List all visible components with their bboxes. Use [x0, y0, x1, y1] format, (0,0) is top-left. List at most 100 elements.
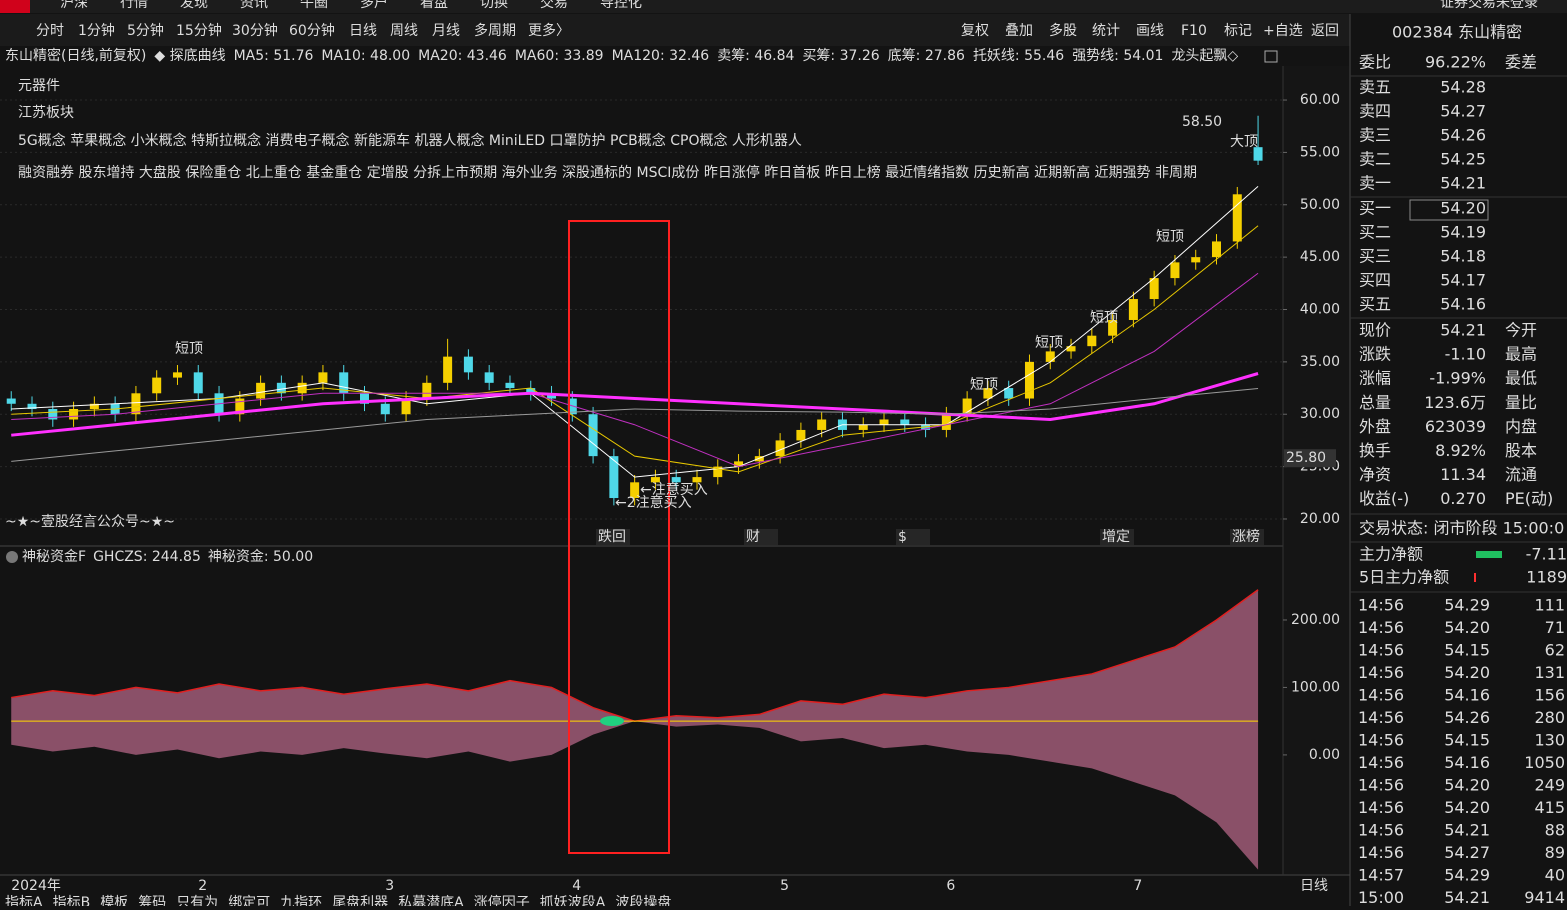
tick-row: 54.29 [1444, 866, 1490, 885]
indicator-tab[interactable]: 波段操盘 [615, 894, 671, 910]
indicator-tab[interactable]: 尾盘利器 [332, 894, 388, 910]
tick-row: 14:56 [1358, 686, 1404, 705]
tool-button[interactable]: 复权 [961, 22, 989, 39]
candle-body [256, 382, 266, 399]
annotation: 短顶 [1035, 335, 1063, 351]
tool-button[interactable]: 多股 [1049, 22, 1077, 39]
candle-body [422, 382, 432, 399]
candle-body [858, 424, 868, 430]
candle-body [941, 414, 951, 430]
bid-row: 买二 [1359, 223, 1391, 242]
candle-body [297, 382, 307, 394]
indicator-value: 托妖线: 55.46 [973, 48, 1064, 64]
ask-row: 54.25 [1440, 150, 1486, 169]
indicator-tab[interactable]: 九指环 [280, 895, 322, 910]
stat-row: 换手 [1359, 441, 1391, 460]
period-tab[interactable]: 30分钟 [232, 22, 278, 39]
indicator-tab[interactable]: 筹码 [138, 894, 166, 910]
tick-row: 14:56 [1358, 618, 1404, 637]
tick-row: 130 [1534, 731, 1565, 750]
tool-button[interactable]: +自选 [1263, 23, 1303, 39]
indicator-tab[interactable]: 绑定可 [228, 895, 270, 910]
candle-body [1066, 346, 1076, 352]
indicator-tab[interactable]: 模板 [100, 895, 128, 910]
candle-body [983, 388, 993, 399]
event-label[interactable]: 涨榜 [1232, 528, 1260, 545]
period-tab[interactable]: 1分钟 [78, 22, 115, 39]
y-tick-label: 30.00 [1300, 406, 1340, 422]
window-icon[interactable] [1264, 50, 1278, 63]
bid-row: 买三 [1359, 247, 1391, 266]
menu-item[interactable]: 导控化 [600, 0, 642, 11]
stat-row: 涨幅 [1359, 369, 1391, 388]
tool-button[interactable]: 标记 [1224, 23, 1252, 39]
indicator-tab[interactable]: 指标B [53, 895, 91, 910]
indicator-tab[interactable]: 涨停因子 [474, 894, 530, 910]
ask-row: 卖四 [1359, 102, 1391, 121]
ask-row: 卖三 [1359, 126, 1391, 145]
menu-item[interactable]: 牛圈 [300, 0, 328, 11]
indicator-value: MA60: 33.89 [515, 48, 604, 64]
stat-row: 123.6万 [1424, 393, 1486, 412]
fund-flow: 1189 [1526, 568, 1567, 587]
tool-button[interactable]: F10 [1181, 23, 1207, 39]
event-label[interactable]: 跌回 [598, 529, 626, 545]
period-tab[interactable]: 日线 [349, 23, 377, 39]
x-tick-label: 5 [780, 878, 789, 894]
indicator-value: 卖筹: 46.84 [717, 47, 794, 64]
trade-status: 交易状态: 闭市阶段 15:00:0 [1359, 519, 1564, 538]
ask-row: 卖二 [1359, 150, 1391, 169]
event-label[interactable]: $ [898, 529, 907, 545]
menu-item[interactable]: 资讯 [240, 0, 268, 11]
y-tick-label: 20.00 [1300, 511, 1340, 527]
menu-item[interactable]: 交易 [540, 0, 568, 11]
menu-item[interactable]: 行情 [120, 0, 148, 11]
menu-item[interactable]: 看盘 [420, 0, 448, 11]
menu-item[interactable]: 发现 [180, 0, 208, 11]
tick-row: 54.16 [1444, 753, 1490, 772]
period-tab[interactable]: 60分钟 [289, 22, 335, 39]
sub-indicator-value: 神秘资金F [22, 549, 86, 565]
x-tick-label: 4 [572, 878, 581, 894]
tick-row: 54.21 [1444, 821, 1490, 840]
menu-item[interactable]: 切换 [480, 0, 508, 11]
period-tab[interactable]: 分时 [36, 23, 64, 39]
event-label[interactable]: 增定 [1102, 529, 1130, 545]
tool-button[interactable]: 返回 [1311, 23, 1339, 39]
indicator-tab[interactable]: 抓妖波段A [540, 895, 606, 910]
period-tab[interactable]: 周线 [390, 23, 418, 39]
indicator-tab[interactable]: 只有为 [176, 895, 218, 910]
tick-row: 54.27 [1444, 843, 1490, 862]
tool-button[interactable]: 叠加 [1005, 23, 1033, 39]
x-tick-label: 6 [946, 878, 955, 894]
menu-item[interactable]: 沪深 [60, 0, 88, 11]
tool-button[interactable]: 画线 [1136, 23, 1164, 39]
stat-row: 现价 [1359, 321, 1391, 340]
candle-body [796, 429, 806, 441]
period-tab[interactable]: 更多〉 [528, 22, 570, 39]
tool-button[interactable]: 统计 [1092, 23, 1120, 39]
collapse-icon[interactable] [6, 551, 18, 563]
annotation: ←2注意买入 [615, 494, 692, 511]
period-label: 日线 [1300, 878, 1328, 894]
tick-row: 14:56 [1358, 708, 1404, 727]
bid-row: 买五 [1359, 295, 1391, 314]
candle-body [401, 398, 411, 415]
period-tab[interactable]: 15分钟 [176, 22, 222, 39]
candle-body [879, 419, 889, 425]
event-label[interactable]: 财 [746, 529, 760, 545]
ask-row: 54.26 [1440, 126, 1486, 145]
y-tick-label: 40.00 [1300, 302, 1340, 318]
candle-body [650, 477, 660, 483]
menu-item[interactable]: 多户 [360, 0, 388, 11]
period-tab[interactable]: 月线 [432, 23, 460, 39]
tick-row: 14:56 [1358, 731, 1404, 750]
indicator-value: 龙头起飘◇ [1171, 48, 1238, 64]
toolbar [0, 14, 1350, 46]
region-tag: 江苏板块 [18, 105, 74, 121]
period-tab[interactable]: 5分钟 [127, 22, 164, 39]
candle-body [526, 388, 536, 394]
indicator-tab[interactable]: 指标A [5, 895, 43, 910]
indicator-tab[interactable]: 私募潜底A [398, 895, 464, 910]
period-tab[interactable]: 多周期 [474, 22, 516, 39]
